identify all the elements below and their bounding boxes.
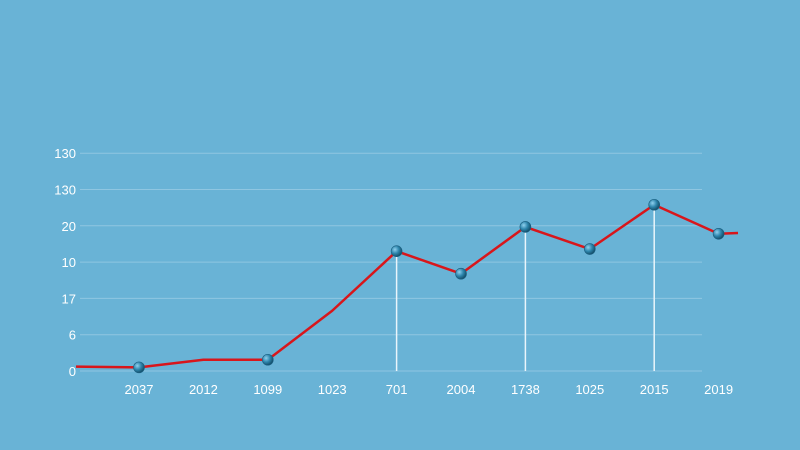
x-tick-label: 1023 bbox=[318, 382, 347, 397]
y-tick-label: 10 bbox=[62, 255, 76, 270]
x-tick-label: 701 bbox=[386, 382, 408, 397]
data-point-2019 bbox=[712, 227, 725, 240]
x-tick-label: 2019 bbox=[704, 382, 733, 397]
data-point-1738 bbox=[519, 221, 532, 233]
drop-lines bbox=[395, 208, 655, 371]
y-tick-label: 6 bbox=[69, 328, 76, 343]
x-tick-label: 2015 bbox=[640, 382, 669, 397]
series-layer bbox=[75, 203, 739, 369]
y-tick-label: 130 bbox=[54, 146, 76, 161]
y-tick-label: 17 bbox=[62, 291, 76, 306]
series-line bbox=[75, 203, 739, 369]
y-tick-label: 130 bbox=[54, 183, 76, 198]
data-point-701 bbox=[390, 245, 403, 258]
data-point-2015 bbox=[648, 198, 661, 211]
y-tick-label: 20 bbox=[62, 219, 76, 234]
x-axis: 2037 2012 1099 1023 701 2004 1738 1025 2015 2019 bbox=[125, 382, 734, 397]
x-tick-label: 1738 bbox=[511, 382, 540, 397]
x-tick-label: 1025 bbox=[575, 382, 604, 397]
markers bbox=[133, 198, 725, 374]
data-point-1099 bbox=[261, 353, 274, 366]
y-axis: 0 6 17 10 20 130 130 bbox=[54, 146, 76, 379]
data-point-1025 bbox=[583, 243, 596, 255]
y-tick-label: 0 bbox=[69, 364, 76, 379]
x-tick-label: 2012 bbox=[189, 382, 218, 397]
data-point-2037 bbox=[133, 361, 145, 374]
x-tick-label: 2037 bbox=[125, 382, 154, 397]
x-tick-label: 2004 bbox=[447, 382, 476, 397]
gridlines bbox=[80, 152, 702, 372]
x-tick-label: 1099 bbox=[253, 382, 282, 397]
data-point-2004 bbox=[455, 267, 467, 280]
